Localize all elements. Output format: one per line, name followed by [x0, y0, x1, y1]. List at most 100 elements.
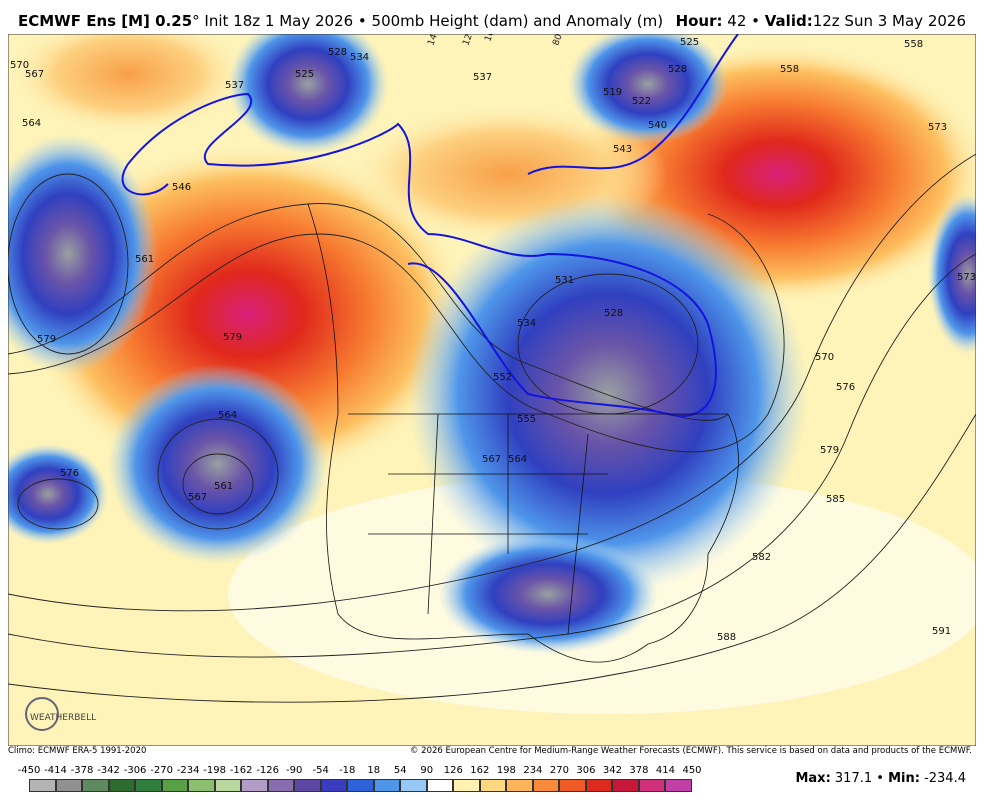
contour-label: 564	[218, 410, 237, 421]
contour-label: 546	[172, 182, 191, 193]
logo-text: WEATHERBELL	[30, 713, 96, 723]
anomaly-negative	[8, 134, 158, 374]
valid-label: Valid:	[764, 12, 813, 30]
540-contour	[121, 34, 739, 417]
contour-label: 567	[25, 69, 44, 80]
contour	[8, 213, 785, 453]
colorbar-swatch	[320, 779, 348, 792]
logo: WEATHERBELL	[25, 697, 96, 731]
contour-label: 579	[223, 332, 242, 343]
borders	[348, 413, 728, 635]
colorbar-swatch	[214, 779, 242, 792]
degree: °	[192, 12, 200, 30]
contour-label: 519	[603, 87, 622, 98]
colorbar-swatch	[400, 779, 427, 792]
colorbar-label: 162	[470, 765, 490, 776]
climo: Climo: ECMWF ERA-5 1991-2020	[8, 746, 147, 756]
colorbar-swatch	[373, 779, 401, 792]
contour-label: 537	[225, 80, 244, 91]
anomaly-negative	[228, 34, 388, 154]
hour: 42 •	[727, 12, 760, 30]
contour-label: 534	[350, 52, 369, 63]
contour-label: 585	[826, 494, 845, 505]
colorbar-label: 90	[420, 765, 434, 776]
contour-label: 561	[135, 254, 154, 265]
colorbar-label: -90	[286, 765, 303, 776]
height-contours	[8, 153, 976, 703]
contour-label: 552	[493, 372, 512, 383]
colorbar-swatch	[612, 779, 639, 792]
hour-label: Hour:	[675, 12, 723, 30]
contour-label: 573	[928, 122, 947, 133]
contour-label: 540	[648, 120, 667, 131]
colorbar-label: 18	[367, 765, 381, 776]
anomaly-negative	[108, 364, 328, 564]
colorbar-swatch	[665, 779, 692, 792]
colorbar-swatch	[506, 779, 533, 792]
contour-label: 576	[60, 468, 79, 479]
colorbar-label: 234	[523, 765, 543, 776]
contour	[8, 413, 976, 703]
contour-label: 564	[508, 454, 527, 465]
contour	[8, 203, 729, 421]
contour-label: 531	[555, 275, 574, 286]
contour-label: 564	[22, 118, 41, 129]
colorbar-label: -378	[70, 765, 94, 776]
colorbar-label: 342	[602, 765, 622, 776]
contour-label: 570	[10, 60, 29, 71]
colorbar-swatch	[347, 779, 374, 792]
contour-label: 588	[717, 632, 736, 643]
colorbar-label: 126	[443, 765, 463, 776]
colorbar-label: -198	[203, 765, 226, 776]
max-label: Max:	[795, 771, 831, 786]
coast	[307, 203, 739, 663]
valid: 12z Sun 3 May 2026	[812, 12, 966, 30]
contour-label: 582	[752, 552, 771, 563]
contour-label: 570	[815, 352, 834, 363]
contour	[127, 92, 717, 417]
colorbar-label: -450	[17, 765, 41, 776]
colorbar-label: 450	[682, 765, 702, 776]
colorbar-swatch	[135, 779, 162, 792]
colorbar-label: -342	[97, 765, 120, 776]
colorbar-label: 198	[496, 765, 516, 776]
min: -234.4	[924, 771, 966, 786]
colorbar-label: -18	[339, 765, 356, 776]
colorbar-swatch	[55, 779, 83, 792]
contour	[8, 253, 976, 658]
max-min: Max: 317.1 • Min: -234.4	[795, 771, 966, 786]
contour	[8, 173, 129, 355]
coastlines	[307, 203, 739, 663]
contour-label: 555	[517, 414, 536, 425]
contour	[17, 478, 99, 530]
contour-label: 525	[295, 69, 314, 80]
contour-label: 573	[957, 272, 976, 283]
header-left: ECMWF Ens [M] 0.25° Init 18z 1 May 2026 …	[18, 12, 663, 30]
contour-label: 579	[37, 334, 56, 345]
contour-label: 567	[188, 492, 207, 503]
contour-label: 561	[214, 481, 233, 492]
colorbar-label: 378	[629, 765, 649, 776]
logo-mark	[25, 697, 59, 731]
min-label: Min:	[888, 771, 920, 786]
contour-label: 543	[613, 144, 632, 155]
colorbar-swatch	[532, 779, 560, 792]
model-name: ECMWF Ens [M] 0.25	[18, 12, 193, 30]
colorbar-label: -54	[312, 765, 329, 776]
colorbar-swatch	[188, 779, 215, 792]
contour-label: 576	[836, 382, 855, 393]
colorbar-swatch	[267, 779, 295, 792]
contour	[527, 34, 739, 175]
colorbar-label: -162	[229, 765, 253, 776]
contour	[121, 163, 169, 196]
contour-label: 528	[328, 47, 347, 58]
colorbar-label: -126	[256, 765, 280, 776]
contour-label: 528	[604, 308, 623, 319]
colorbar-swatch	[161, 779, 189, 792]
colorbar-swatch	[294, 779, 321, 792]
contour-label: 558	[904, 39, 923, 50]
colorbar-swatch	[585, 779, 613, 792]
anomaly-negative	[928, 194, 976, 354]
header-right: Hour: 42 • Valid:12z Sun 3 May 2026	[676, 12, 966, 30]
